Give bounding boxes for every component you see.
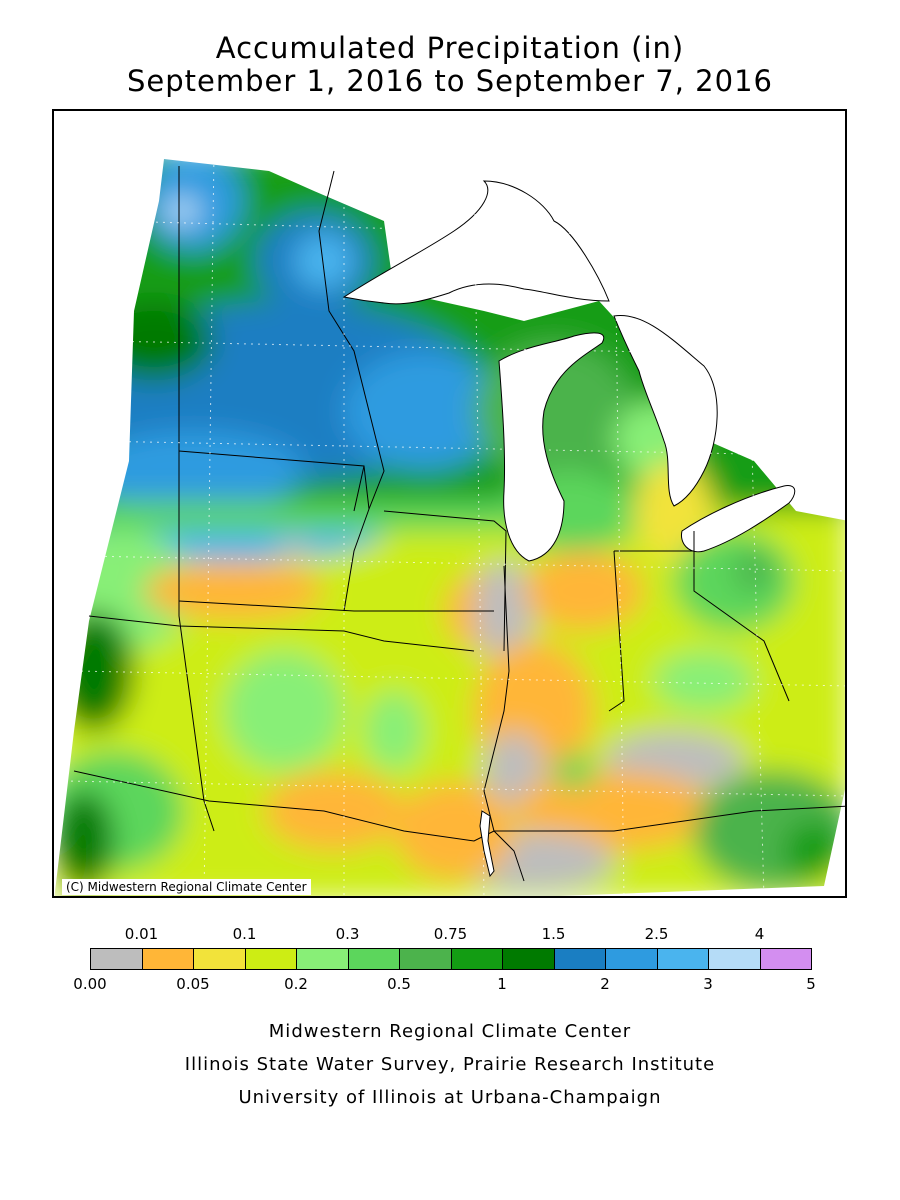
region-lightblue xyxy=(294,233,354,289)
legend-bottom-label: 5 xyxy=(806,975,816,993)
lake-michigan xyxy=(498,332,605,562)
lake-erie xyxy=(680,485,796,553)
region-orange xyxy=(144,561,324,621)
legend-bottom-label: 2 xyxy=(600,975,610,993)
legend-top-label: 0.1 xyxy=(232,925,257,943)
state-boundaries xyxy=(73,166,845,882)
region-green xyxy=(54,501,504,531)
map-title: Accumulated Precipitation (in) xyxy=(215,31,685,65)
region-skyblue xyxy=(84,431,304,511)
region-dry xyxy=(276,541,312,561)
legend-bottom-label: 0.05 xyxy=(176,975,210,993)
legend-bottom-label: 1 xyxy=(497,975,507,993)
legend-swatch xyxy=(708,948,761,970)
map-credit: (C) Midwestern Regional Climate Center xyxy=(62,879,311,895)
lake-huron xyxy=(613,314,718,507)
footer-university: University of Illinois at Urbana-Champai… xyxy=(238,1087,662,1108)
legend-swatch xyxy=(502,948,555,970)
legend-bottom-label: 0.00 xyxy=(73,975,107,993)
legend-bottom-label: 0.2 xyxy=(284,975,308,993)
legend-swatch xyxy=(90,948,143,970)
legend-top-label: 4 xyxy=(754,925,765,943)
legend-top-label: 1.5 xyxy=(541,925,566,943)
map-date-range: September 1, 2016 to September 7, 2016 xyxy=(127,64,773,98)
region-paleblue xyxy=(164,197,200,225)
legend-swatch xyxy=(244,948,297,970)
legend-swatch xyxy=(759,948,812,970)
precipitation-legend: 0.01 0.1 0.3 0.75 1.5 2.5 4 0.00 0.05 0.2 0.5 1 2 3 5 xyxy=(0,920,900,1000)
legend-swatch xyxy=(553,948,606,970)
legend-swatch xyxy=(141,948,194,970)
map-canvas xyxy=(54,150,845,896)
inland-lake xyxy=(479,810,495,878)
precipitation-map: (C) Midwestern Regional Climate Center xyxy=(52,109,847,898)
legend-bottom-label: 0.5 xyxy=(387,975,411,993)
legend-top-label: 0.3 xyxy=(335,925,360,943)
lake-superior xyxy=(342,180,610,305)
legend-swatch xyxy=(656,948,709,970)
legend-swatch xyxy=(296,948,349,970)
legend-top-label: 0.75 xyxy=(433,925,468,943)
legend-swatch xyxy=(399,948,452,970)
legend-bottom-label: 3 xyxy=(703,975,713,993)
legend-swatch xyxy=(347,948,400,970)
great-lakes xyxy=(342,180,796,562)
graticule xyxy=(63,150,845,896)
legend-swatch xyxy=(450,948,503,970)
legend-swatch xyxy=(193,948,246,970)
legend-swatch xyxy=(605,948,658,970)
footer-organization: Midwestern Regional Climate Center xyxy=(268,1021,632,1042)
legend-top-label: 0.01 xyxy=(124,925,159,943)
legend-top-label: 2.5 xyxy=(644,925,669,943)
footer-survey: Illinois State Water Survey, Prairie Res… xyxy=(184,1054,716,1075)
